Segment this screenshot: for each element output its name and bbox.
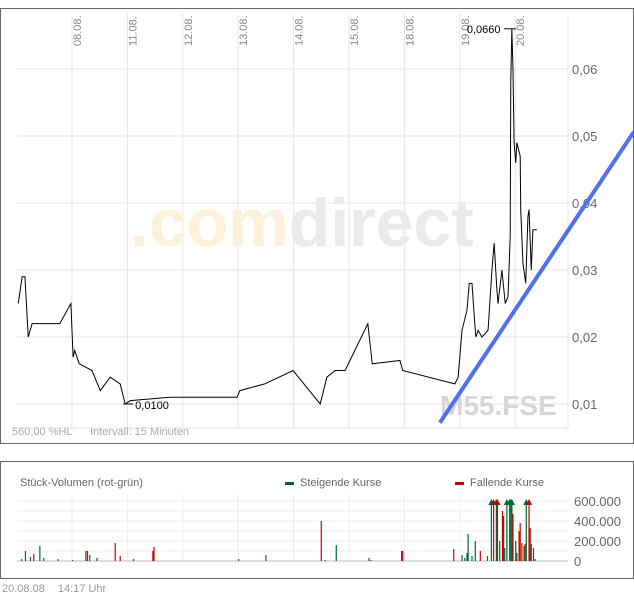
legend-swatch bbox=[285, 482, 294, 485]
overflow-arrow-icon bbox=[526, 499, 533, 505]
legend-label: Steigende Kurse bbox=[300, 477, 381, 489]
overflow-arrow-icon bbox=[494, 499, 501, 505]
legend-label: Fallende Kurse bbox=[470, 477, 544, 489]
x-tick-label: 20.08. bbox=[515, 15, 527, 46]
price-line bbox=[17, 28, 537, 406]
max-label: 0,0660 bbox=[467, 24, 501, 36]
x-tick-label: 13.08. bbox=[238, 15, 250, 46]
legend-swatch bbox=[455, 482, 464, 485]
y-tick-label: 0,02 bbox=[572, 330, 597, 345]
watermark-logo: .comdirect bbox=[130, 185, 474, 261]
footer: 20.08.08 14:17 Uhr bbox=[2, 583, 116, 595]
y-tick-label: 0,01 bbox=[572, 397, 597, 412]
x-tick-label: 12.08. bbox=[183, 15, 195, 46]
min-label: 0,0100 bbox=[135, 400, 169, 412]
range-info: 560,00 %HL bbox=[12, 426, 73, 438]
x-tick-label: 11.08. bbox=[127, 16, 139, 46]
volume-y-tick-label: 400.000 bbox=[574, 514, 621, 529]
volume-title: Stück-Volumen (rot-grün) bbox=[20, 477, 143, 489]
overflow-arrow-icon bbox=[508, 499, 515, 505]
interval-info: Intervall: 15 Minuten bbox=[90, 426, 189, 438]
x-tick-label: 14.08. bbox=[294, 15, 306, 46]
volume-y-tick-label: 0 bbox=[574, 554, 581, 569]
trend-line bbox=[438, 130, 634, 424]
volume-y-tick-label: 600.000 bbox=[574, 494, 621, 509]
footer-date: 20.08.08 bbox=[2, 583, 45, 595]
y-tick-label: 0,06 bbox=[572, 62, 597, 77]
x-tick-label: 19.08. bbox=[460, 15, 472, 46]
volume-y-tick-label: 200.000 bbox=[574, 534, 621, 549]
x-tick-label: 15.08. bbox=[349, 15, 361, 46]
y-tick-label: 0,03 bbox=[572, 263, 597, 278]
footer-time: 14:17 Uhr bbox=[57, 583, 107, 595]
y-tick-label: 0,05 bbox=[572, 129, 597, 144]
x-tick-label: 08.08. bbox=[72, 15, 84, 46]
x-tick-label: 18.08. bbox=[404, 15, 416, 46]
